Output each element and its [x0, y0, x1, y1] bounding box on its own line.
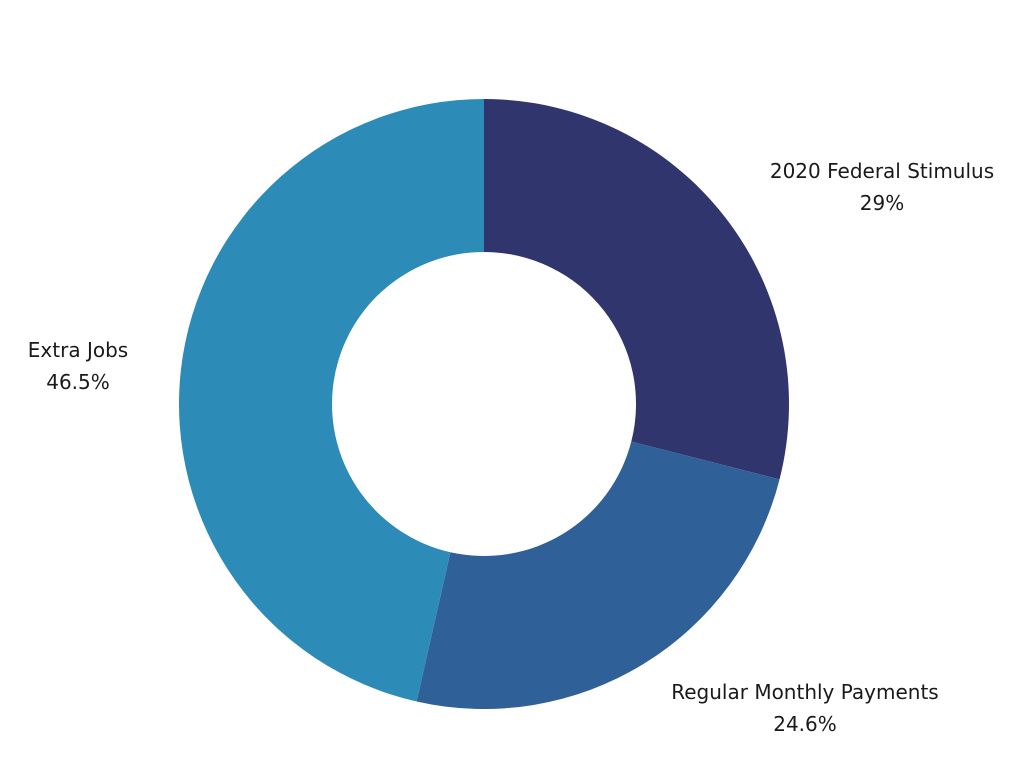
donut-slices: [178, 99, 789, 710]
slice-regular-monthly-payments: [416, 441, 780, 710]
slice-2020-federal-stimulus: [484, 99, 789, 480]
slice-label-name: 2020 Federal Stimulus: [770, 159, 994, 183]
slice-extra-jobs: [178, 99, 484, 702]
slice-label-value: 46.5%: [46, 370, 110, 394]
slice-label-value: 24.6%: [773, 712, 837, 736]
slice-label-value: 29%: [860, 191, 904, 215]
slice-labels: 2020 Federal Stimulus 29% Regular Monthly …: [28, 159, 994, 736]
slice-label-name: Regular Monthly Payments: [671, 680, 938, 704]
slice-label-name: Extra Jobs: [28, 338, 128, 362]
